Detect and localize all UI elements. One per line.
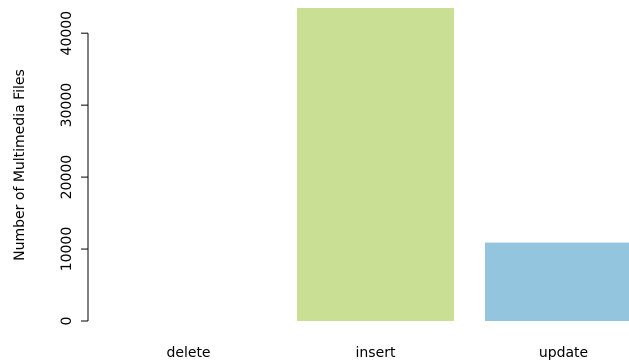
y-tick-label: 10000 [59, 227, 75, 272]
y-axis: 0 10000 20000 30000 40000 [59, 11, 89, 326]
bar-update [485, 242, 629, 321]
x-category-label: update [539, 345, 588, 360]
bars-group [297, 8, 629, 321]
x-axis-labels: delete insert update [166, 345, 588, 360]
bar-insert [297, 8, 454, 321]
y-axis-title: Number of Multimedia Files [12, 69, 28, 261]
y-tick-label: 40000 [59, 11, 75, 56]
y-tick-label: 20000 [59, 155, 75, 200]
x-category-label: insert [356, 345, 396, 360]
x-category-label: delete [166, 345, 210, 360]
y-tick-label: 0 [59, 317, 75, 326]
y-tick-label: 30000 [59, 83, 75, 128]
